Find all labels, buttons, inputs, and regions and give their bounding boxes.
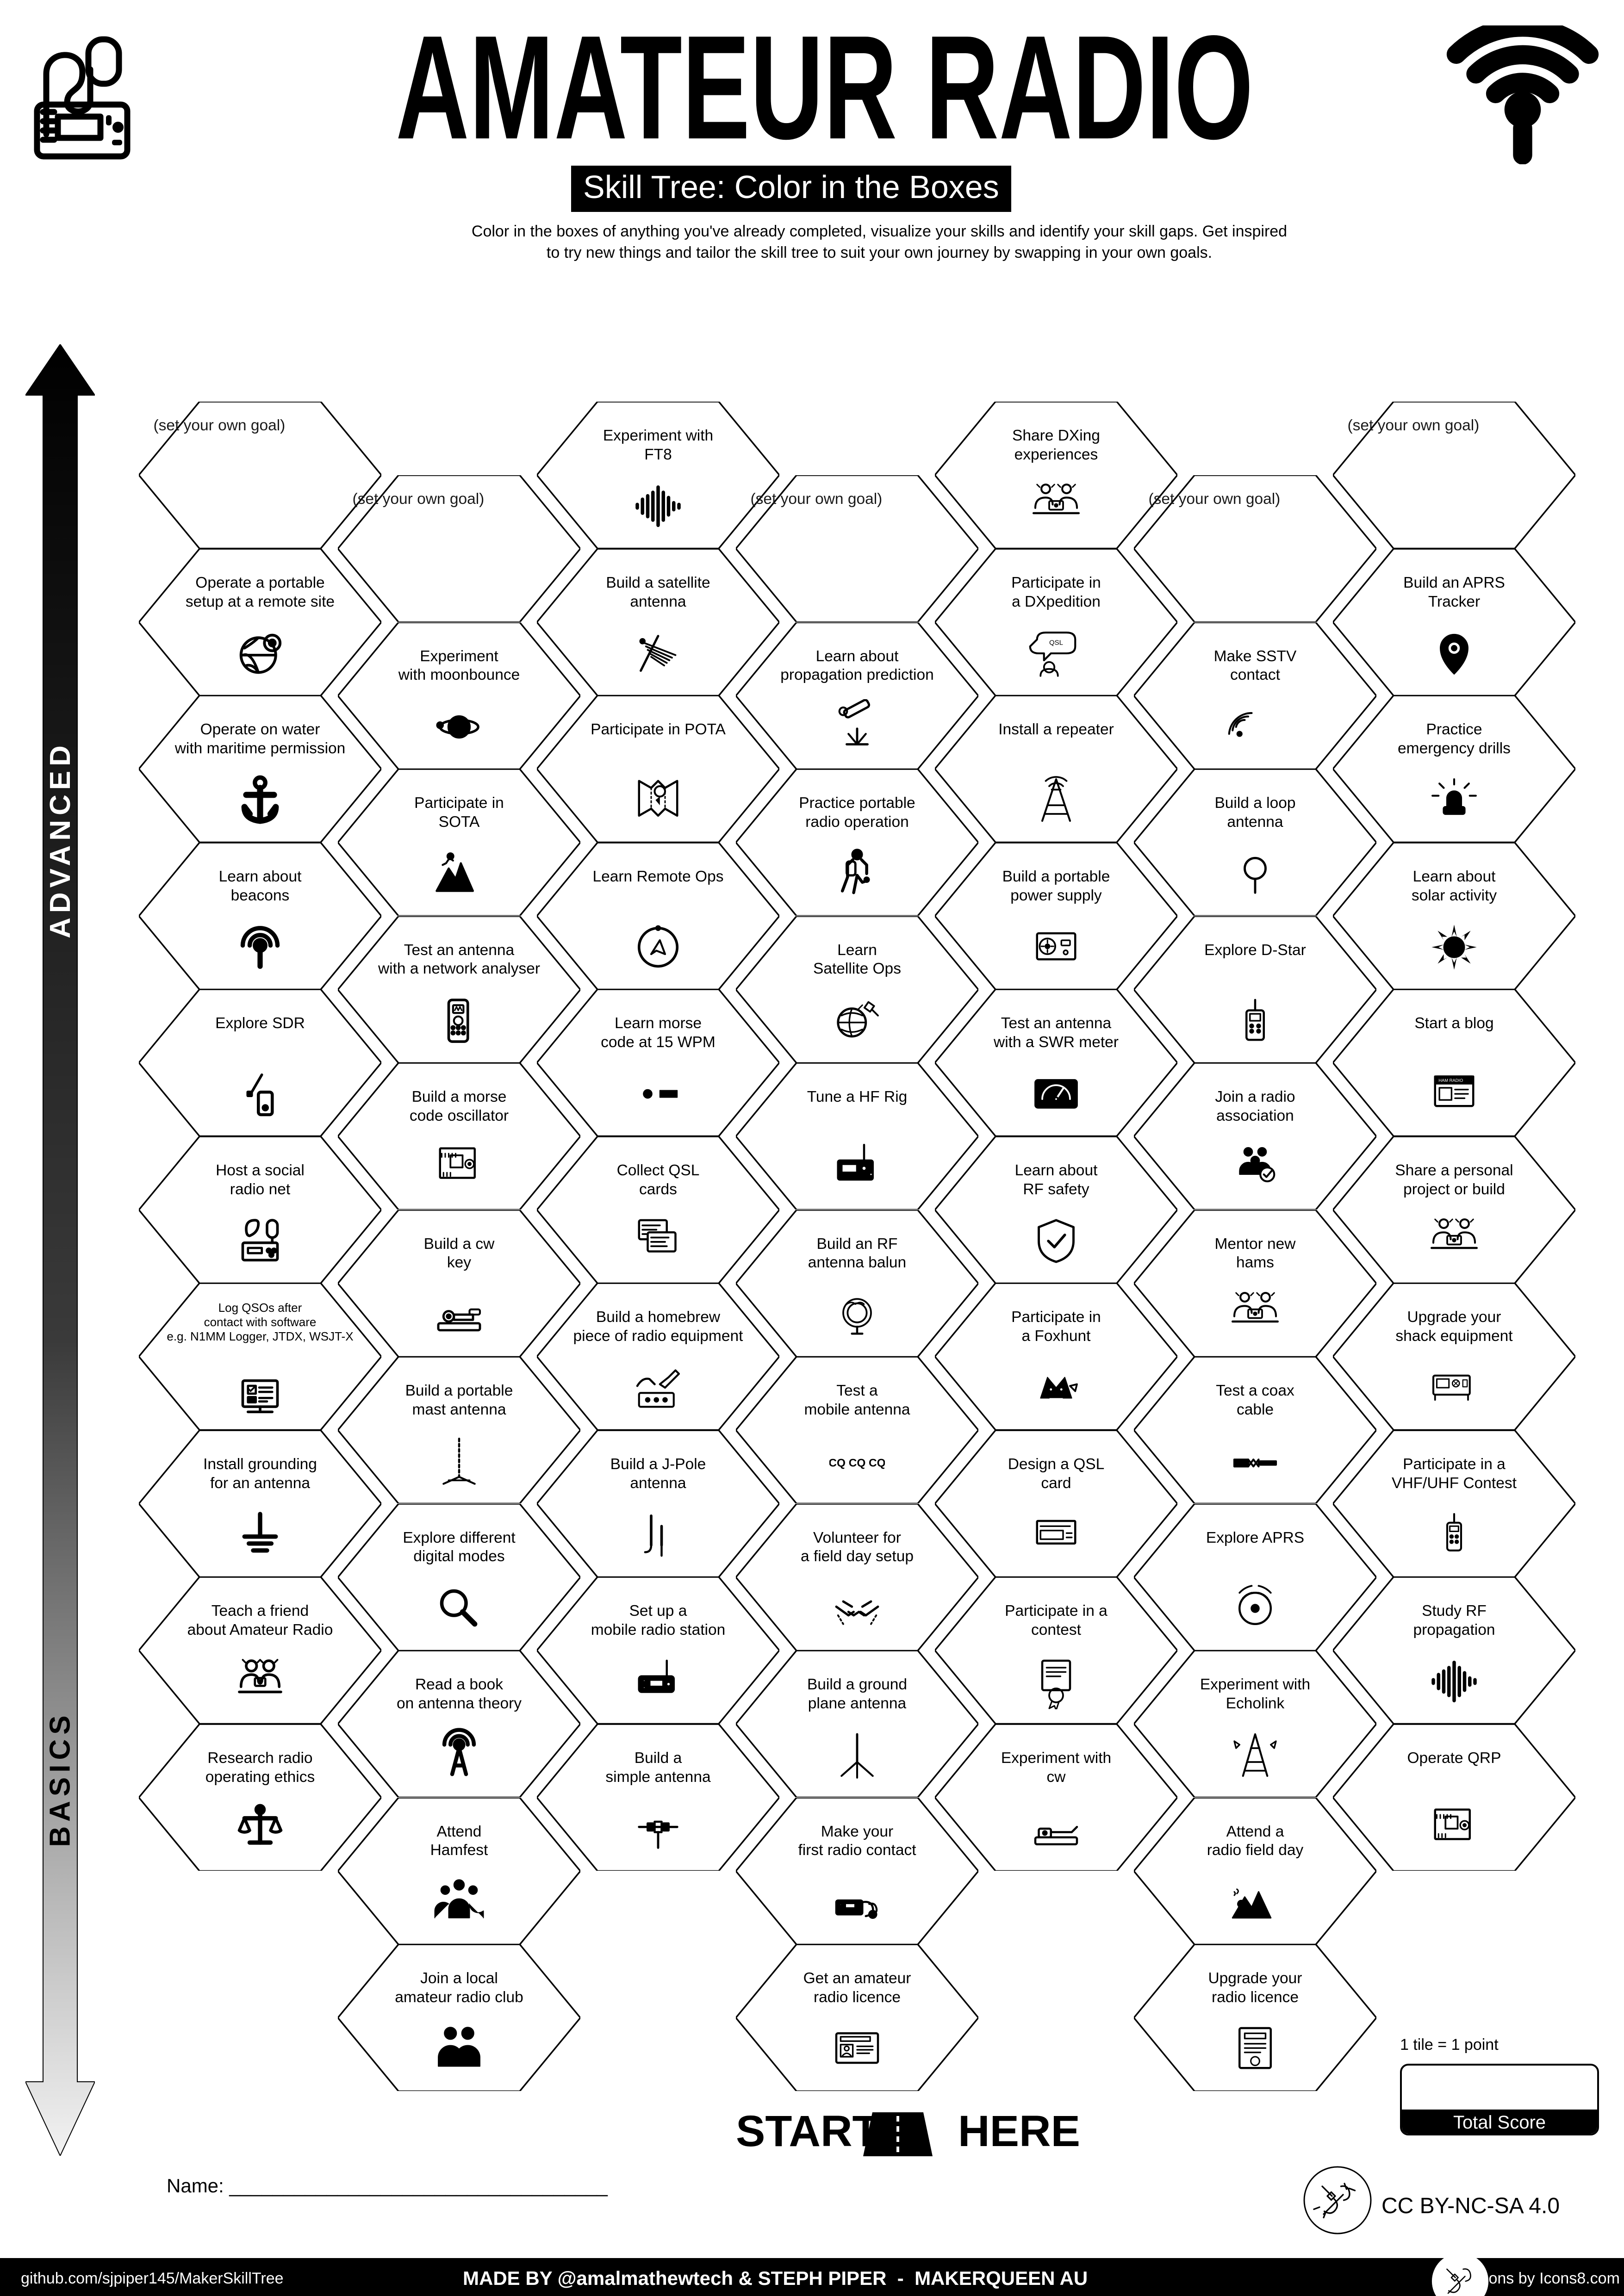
svg-text:CQ CQ CQ: CQ CQ CQ <box>829 1457 885 1469</box>
svg-text:QSL: QSL <box>1049 639 1063 646</box>
svg-text:HAM RADIO: HAM RADIO <box>1438 1078 1463 1083</box>
